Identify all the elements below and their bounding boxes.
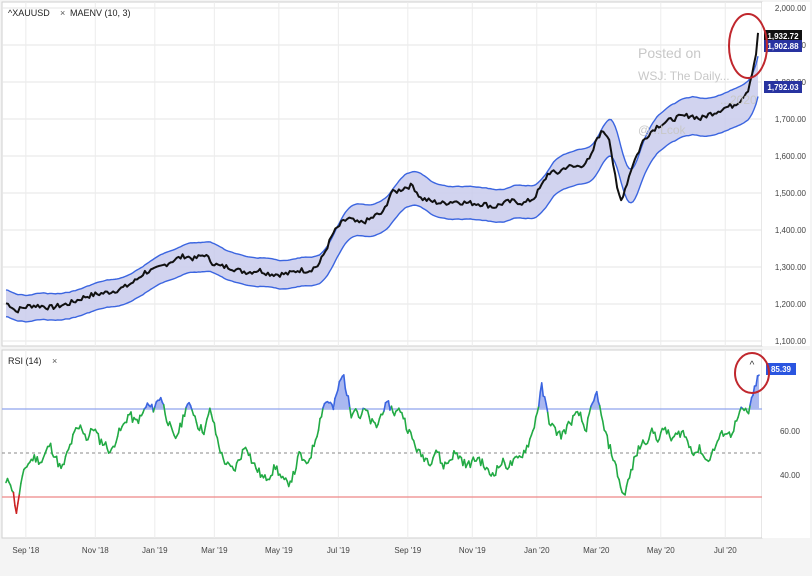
- price-axis-gutter: [762, 2, 810, 346]
- close-x-icon[interactable]: ×: [60, 8, 65, 18]
- last-value-maenv-lower: 1,792.03: [764, 81, 802, 93]
- last-value-rsi: 85.39: [766, 363, 796, 375]
- x-tick-label: Sep '19: [394, 546, 421, 555]
- x-tick-label: Nov '18: [82, 546, 109, 555]
- rsi-y-tick-label: 40.00: [780, 471, 801, 480]
- x-tick-label: Jul '19: [327, 546, 350, 555]
- price-y-tick-label: 1,100.00: [775, 337, 807, 346]
- watermark-line4: @...Lcok: [638, 123, 687, 137]
- svg-text:1,902.88: 1,902.88: [767, 42, 799, 51]
- x-tick-label: Jan '20: [524, 546, 550, 555]
- price-y-tick-label: 1,300.00: [775, 263, 807, 272]
- x-tick-label: May '19: [265, 546, 293, 555]
- x-tick-label: May '20: [647, 546, 675, 555]
- x-tick-label: Nov '19: [459, 546, 486, 555]
- collapse-caret-icon[interactable]: ^: [750, 360, 755, 371]
- watermark-line2: WSJ: The Daily...: [638, 69, 730, 83]
- price-y-tick-label: 1,600.00: [775, 152, 807, 161]
- x-tick-label: Sep '18: [12, 546, 39, 555]
- rsi-legend: RSI (14): [8, 356, 42, 366]
- price-y-tick-label: 1,500.00: [775, 189, 807, 198]
- last-value-maenv-mid: 1,902.88: [764, 40, 802, 52]
- svg-text:1,932.72: 1,932.72: [767, 32, 799, 41]
- price-y-tick-label: 1,200.00: [775, 300, 807, 309]
- watermark-line1: Posted on: [638, 45, 701, 61]
- price-legend-maenv: MAENV (10, 3): [70, 8, 131, 18]
- price-y-tick-label: 2,000.00: [775, 4, 807, 13]
- price-y-tick-label: 1,400.00: [775, 226, 807, 235]
- x-tick-label: Mar '19: [201, 546, 228, 555]
- price-legend-symbol: ^XAUUSD: [8, 8, 50, 18]
- x-tick-label: Mar '20: [583, 546, 610, 555]
- svg-text:85.39: 85.39: [771, 365, 792, 374]
- rsi-y-tick-label: 60.00: [780, 427, 801, 436]
- svg-text:1,792.03: 1,792.03: [767, 83, 799, 92]
- x-tick-label: Jan '19: [142, 546, 168, 555]
- rsi-line-segment: [758, 375, 759, 376]
- price-y-tick-label: 1,700.00: [775, 115, 807, 124]
- x-tick-label: Jul '20: [714, 546, 737, 555]
- watermark-line3: ...2020: [720, 93, 757, 107]
- rsi-close-x-icon[interactable]: ×: [52, 356, 57, 366]
